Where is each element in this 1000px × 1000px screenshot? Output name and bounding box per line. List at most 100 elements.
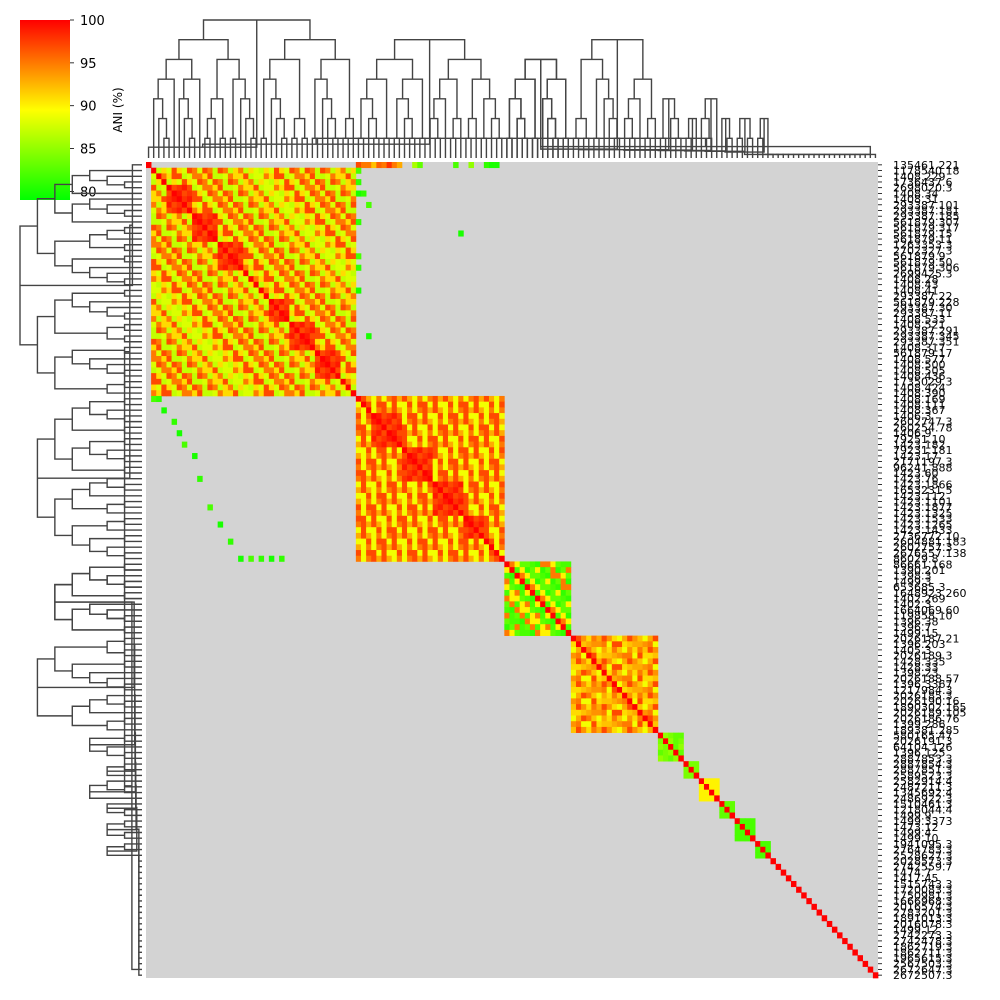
heatmap-cell	[325, 276, 331, 283]
heatmap-cell	[309, 190, 316, 197]
heatmap-cell	[166, 247, 172, 254]
heatmap-cell	[253, 219, 259, 226]
heatmap-cell	[427, 521, 434, 528]
heatmap-cell	[483, 395, 490, 403]
heatmap-cell	[156, 344, 162, 351]
heatmap-cell	[340, 184, 346, 191]
heatmap-cell	[350, 367, 357, 374]
dendrogram-link	[743, 152, 774, 158]
heatmap-cell	[330, 190, 336, 197]
heatmap-cell	[560, 607, 567, 614]
heatmap-cell	[156, 310, 162, 317]
dendrogram-link	[865, 153, 877, 158]
heatmap-cell	[565, 629, 572, 636]
heatmap-cell	[453, 413, 459, 420]
heatmap-cell	[463, 481, 469, 488]
heatmap-cell	[325, 167, 331, 174]
heatmap-cell	[171, 179, 178, 186]
heatmap-cell	[652, 726, 659, 733]
heatmap-cell	[243, 196, 249, 203]
heatmap-cell	[412, 424, 418, 431]
heatmap-cell	[320, 281, 326, 288]
heatmap-cell	[335, 213, 341, 220]
heatmap-cell	[258, 333, 265, 340]
dendrogram-link	[662, 98, 676, 139]
heatmap-cell	[448, 458, 454, 465]
heatmap-cell	[151, 327, 157, 334]
heatmap-cell	[197, 184, 203, 191]
heatmap-cell	[233, 224, 239, 231]
heatmap-cell	[417, 504, 423, 511]
heatmap-cell	[217, 196, 224, 203]
heatmap-cell	[632, 658, 638, 665]
heatmap-cell	[238, 179, 244, 186]
heatmap-cell	[381, 498, 387, 505]
heatmap-cell	[458, 441, 464, 448]
heatmap-cell	[396, 464, 403, 471]
heatmap-cell	[299, 390, 306, 397]
heatmap-cell	[273, 241, 280, 248]
heatmap-cell	[202, 361, 208, 368]
heatmap-cell	[478, 492, 485, 500]
heatmap-cell	[750, 829, 756, 836]
heatmap-cell	[263, 390, 270, 397]
heatmap-cell	[627, 669, 633, 676]
heatmap-cell	[197, 179, 203, 186]
heatmap-cell	[263, 196, 270, 203]
heatmap-cell	[381, 401, 387, 408]
heatmap-cell	[248, 247, 254, 254]
heatmap-cell	[509, 578, 515, 585]
heatmap-cell	[494, 515, 500, 522]
dendrogram-link	[219, 137, 227, 158]
heatmap-cell	[335, 361, 341, 368]
heatmap-cell	[350, 173, 357, 180]
heatmap-cell	[698, 778, 705, 785]
heatmap-cell	[381, 504, 387, 511]
heatmap-cell	[468, 162, 474, 169]
heatmap-cell	[258, 253, 265, 260]
heatmap-cell	[171, 167, 178, 174]
heatmap-cell	[268, 276, 275, 283]
heatmap-cell	[309, 338, 316, 345]
heatmap-cell	[227, 338, 234, 345]
heatmap-cell	[263, 224, 270, 231]
heatmap-cell	[468, 447, 474, 454]
heatmap-cell	[279, 259, 285, 266]
heatmap-cell	[345, 190, 352, 197]
heatmap-cell	[724, 812, 730, 819]
heatmap-cell	[381, 453, 387, 460]
heatmap-cell	[442, 435, 449, 442]
heatmap-cell	[212, 344, 219, 351]
heatmap-cell	[432, 555, 439, 562]
heatmap-cell	[488, 492, 495, 500]
heatmap-cell	[432, 395, 439, 403]
heatmap-cell	[233, 196, 239, 203]
heatmap-cell	[376, 464, 382, 471]
heatmap-cell	[350, 184, 357, 191]
heatmap-cell	[652, 709, 659, 716]
heatmap-cell	[314, 270, 321, 277]
heatmap-cell	[284, 310, 290, 317]
heatmap-cell	[703, 778, 710, 785]
heatmap-cell	[642, 658, 648, 665]
heatmap-cell	[238, 201, 244, 208]
heatmap-cell	[499, 447, 505, 454]
heatmap-cell	[335, 259, 341, 266]
heatmap-cell	[222, 321, 229, 328]
heatmap-cell	[401, 492, 408, 500]
heatmap-cell	[488, 435, 495, 442]
heatmap-cell	[540, 629, 546, 636]
heatmap-cell	[514, 572, 521, 579]
heatmap-cell	[355, 287, 362, 294]
heatmap-cell	[581, 658, 587, 665]
heatmap-cell	[412, 418, 418, 425]
heatmap-cell	[422, 430, 428, 437]
heatmap-cell	[202, 190, 208, 197]
heatmap-cell	[448, 395, 454, 403]
heatmap-cell	[253, 247, 259, 254]
dendrogram-link	[314, 78, 328, 139]
row-label: 1941095.3	[893, 838, 953, 851]
heatmap-cell	[407, 550, 413, 557]
heatmap-cell	[263, 333, 270, 340]
heatmap-cell	[427, 481, 434, 488]
